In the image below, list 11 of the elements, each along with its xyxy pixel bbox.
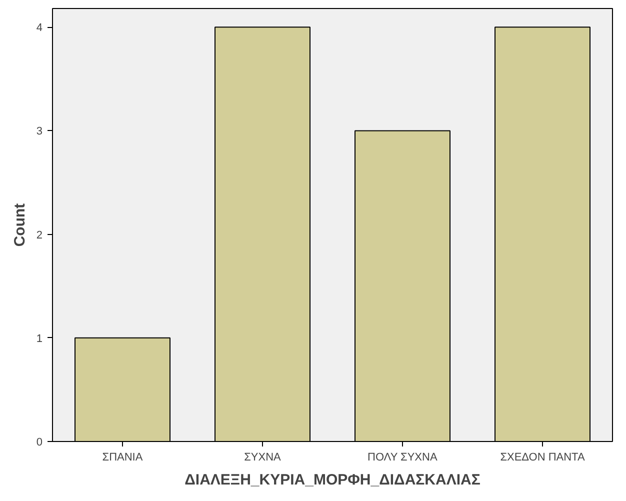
x-axis-title: ΔΙΑΛΕΞΗ_ΚΥΡΙΑ_ΜΟΡΦΗ_ΔΙΔΑΣΚΑΛΙΑΣ [184,472,480,488]
x-tick-label: ΣΥΧΝΑ [244,452,282,464]
y-tick-label: 2 [36,229,43,242]
x-tick-label: ΣΠΑΝΙΑ [102,452,144,464]
y-axis-title: Count [11,203,28,247]
y-tick-label: 4 [36,22,43,34]
x-tick-label: ΣΧΕΔΟΝ ΠΑΝΤΑ [500,452,586,464]
x-tick-label: ΠΟΛΥ ΣΥΧΝΑ [368,452,438,464]
y-tick-label: 1 [36,332,43,345]
y-tick-label: 3 [36,126,43,138]
y-tick-label: 0 [36,436,43,448]
